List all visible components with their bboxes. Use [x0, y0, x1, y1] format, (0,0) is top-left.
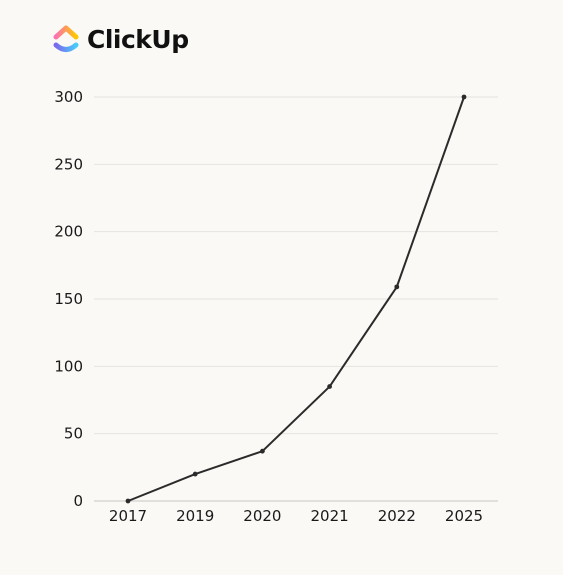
x-tick-label: 2021 [311, 507, 349, 525]
data-point [125, 498, 131, 504]
y-tick-label: 0 [73, 492, 83, 510]
y-tick-label: 250 [54, 155, 83, 173]
clickup-logo-icon [53, 25, 79, 52]
x-tick-labels: 2017 2019 2020 2021 2022 2025 [109, 507, 483, 525]
data-point [327, 384, 332, 389]
y-tick-label: 300 [54, 88, 83, 106]
x-tick-label: 2017 [109, 507, 147, 525]
clickup-logo-text: ClickUp [87, 24, 189, 54]
y-tick-labels: 0 50 100 150 200 250 300 [54, 88, 83, 510]
y-tick-label: 50 [64, 425, 83, 443]
series-line [127, 96, 465, 502]
x-tick-label: 2020 [243, 507, 281, 525]
x-tick-label: 2019 [176, 507, 214, 525]
data-point [461, 94, 467, 100]
x-tick-label: 2022 [378, 507, 416, 525]
y-tick-label: 200 [54, 223, 83, 241]
data-point [192, 471, 198, 477]
series [125, 94, 467, 504]
data-point [260, 448, 265, 454]
y-tick-label: 100 [54, 357, 83, 375]
x-tick-label: 2025 [445, 507, 483, 525]
grid-lines [94, 96, 498, 435]
y-tick-label: 150 [54, 290, 83, 308]
clickup-logo: ClickUp [52, 22, 189, 56]
data-point [394, 284, 400, 290]
